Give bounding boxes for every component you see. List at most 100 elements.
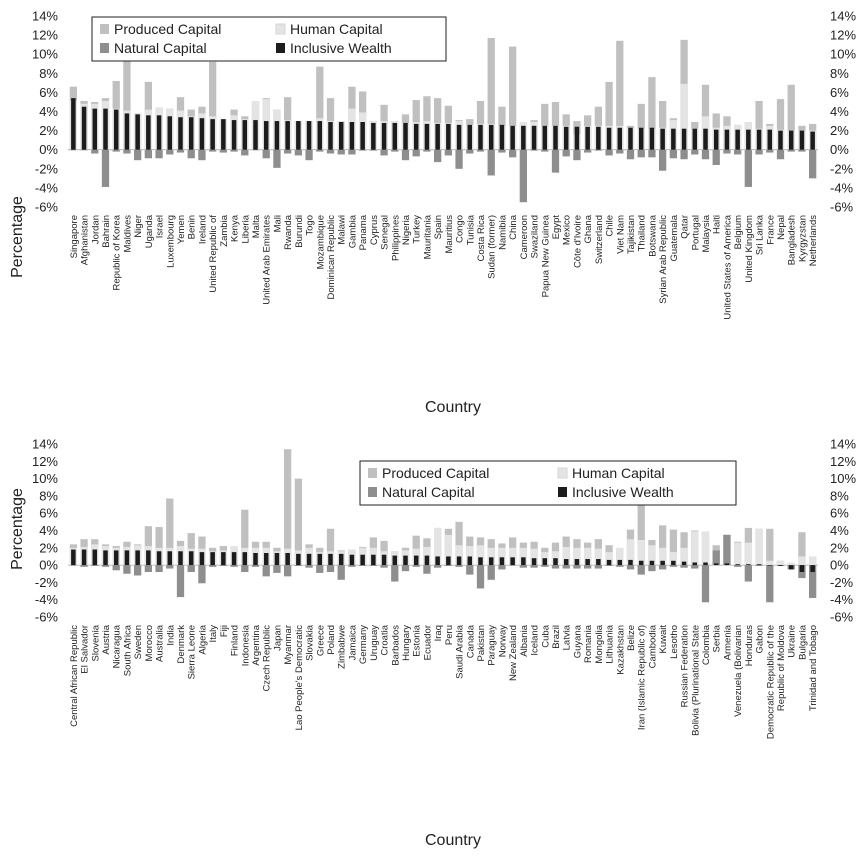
bar-inclusive [681, 128, 687, 150]
bar-natural [573, 149, 581, 161]
bar-inclusive [113, 109, 119, 150]
category-label: Switzerland [594, 215, 605, 264]
y-tick-left-label: -2% [35, 161, 59, 176]
bar-natural [262, 149, 270, 159]
y-axis-title: Percentage [9, 488, 26, 570]
category-label: New Zealand [508, 625, 519, 681]
bar-inclusive [767, 129, 773, 150]
bar-natural [530, 565, 538, 568]
bar-human [680, 547, 688, 566]
bar-human [680, 83, 688, 150]
y-tick-right-label: 10% [830, 47, 856, 62]
bar-inclusive [210, 552, 215, 566]
y-tick-right-label: -4% [830, 592, 854, 607]
bar-natural [316, 565, 324, 573]
category-label: Austria [101, 624, 112, 654]
category-label: Ghana [583, 214, 594, 243]
category-label: Paraguay [487, 625, 498, 666]
y-tick-left-label: -6% [35, 610, 59, 625]
category-label: Senegal [380, 215, 391, 250]
bar-produced [798, 532, 806, 566]
bar-inclusive [713, 129, 719, 150]
bar-natural [326, 149, 335, 154]
category-label: Jordan [90, 215, 101, 244]
bar-inclusive [274, 121, 280, 150]
category-label: Uruguay [369, 625, 380, 661]
bar-natural [337, 149, 345, 155]
category-label: Central African Republic [69, 625, 80, 727]
bar-natural [594, 565, 602, 569]
bar-natural [187, 565, 195, 573]
bar-natural [616, 149, 624, 154]
category-label: Mexico [562, 215, 573, 245]
bar-natural [734, 149, 742, 155]
category-label: Mali [272, 215, 283, 232]
bar-produced [241, 509, 249, 566]
bar-natural [755, 565, 763, 566]
bar-inclusive [596, 126, 601, 150]
bar-natural [787, 149, 795, 152]
category-label: Haiti [712, 215, 723, 234]
bar-natural [391, 149, 399, 152]
bar-natural [455, 565, 463, 567]
category-label: Myanmar [283, 625, 294, 665]
category-label: Rwanda [283, 214, 294, 250]
category-label: Togo [305, 215, 316, 236]
category-label: Panama [358, 214, 369, 250]
category-label: Egypt [551, 215, 562, 240]
category-label: Burundi [294, 215, 305, 248]
bar-natural [594, 149, 602, 151]
bar-natural [198, 149, 206, 161]
bar-inclusive [306, 553, 312, 566]
bar-inclusive [381, 554, 387, 566]
bar-natural [809, 149, 817, 179]
category-label: Indonesia [240, 624, 251, 666]
bar-human [626, 539, 635, 566]
category-label: Bangladesh [787, 215, 798, 265]
bar-inclusive [703, 562, 708, 566]
category-label: Philippines [390, 215, 401, 261]
category-label: Australia [155, 624, 166, 662]
bar-inclusive [296, 553, 301, 566]
bar-natural [691, 565, 699, 569]
bar-inclusive [167, 116, 173, 150]
bar-inclusive [542, 125, 548, 150]
y-tick-right-label: 14% [830, 9, 856, 24]
bar-natural [734, 565, 742, 567]
bar-inclusive [478, 124, 483, 150]
bar-natural [219, 149, 227, 153]
bar-natural [123, 149, 131, 154]
bar-inclusive [103, 108, 108, 150]
bar-inclusive [735, 564, 740, 566]
category-label: Benin [187, 215, 198, 239]
bar-natural [519, 149, 527, 203]
bar-inclusive [553, 125, 558, 150]
bar-natural [337, 565, 345, 580]
bar-natural [626, 565, 635, 570]
bar-human [648, 545, 656, 566]
bar-produced [648, 77, 656, 150]
category-label: Argentina [251, 624, 262, 665]
category-label: Kyrgyzstan [797, 215, 808, 262]
legend-label-produced: Produced Capital [382, 465, 489, 481]
category-label: United States of America [722, 214, 733, 319]
bar-natural [466, 565, 474, 575]
bar-natural [316, 149, 324, 152]
category-label: Uganda [144, 214, 155, 248]
bar-natural [509, 565, 517, 566]
bar-inclusive [296, 121, 301, 150]
bar-produced [776, 99, 785, 150]
category-label: Spain [433, 215, 444, 239]
bar-inclusive [263, 121, 269, 150]
category-label: Czech Republic [262, 625, 273, 692]
category-label: Finland [230, 625, 241, 656]
bar-natural [755, 149, 763, 155]
bar-inclusive [156, 115, 162, 150]
bar-natural [626, 149, 635, 160]
bar-human [616, 547, 624, 566]
bar-natural [166, 565, 174, 569]
bar-natural [466, 149, 474, 154]
category-label: Sierra Leone [187, 625, 198, 679]
y-tick-left-label: 8% [39, 66, 58, 81]
bar-produced [209, 61, 217, 150]
